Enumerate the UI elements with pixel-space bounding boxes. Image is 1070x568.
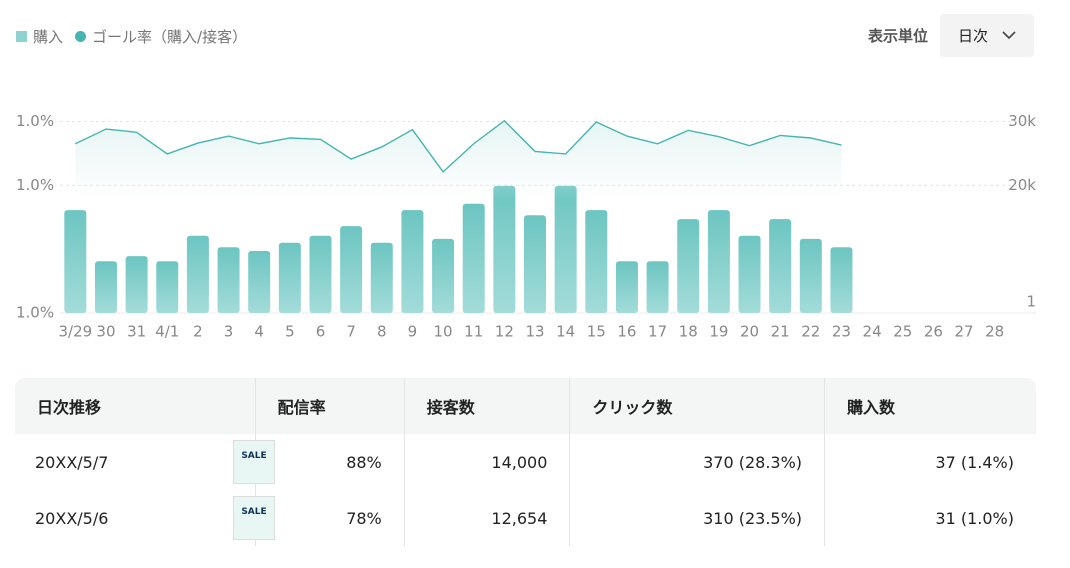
- bar: [769, 219, 792, 313]
- legend-swatch: [75, 31, 87, 42]
- bar: [248, 251, 271, 313]
- column-header: 日次推移: [15, 378, 256, 434]
- bar: [309, 235, 332, 313]
- bar: [646, 261, 669, 313]
- chevron: [1002, 31, 1016, 40]
- date-cell: 20XX/5/6 SALE: [15, 490, 275, 546]
- x-tick-label: 4/1: [155, 323, 179, 341]
- bar: [401, 210, 424, 313]
- bar: [677, 219, 700, 313]
- bar: [830, 247, 853, 313]
- table-row: 20XX/5/7 SALE 88% 14,000 370 (28.3%) 37 (1.4%…: [15, 434, 1036, 490]
- x-tick-label: 19: [709, 323, 728, 341]
- bar: [554, 185, 577, 313]
- x-tick-label: 20: [740, 323, 759, 341]
- bar: [278, 242, 301, 313]
- x-tick-label: 25: [893, 323, 912, 341]
- y2-tick-label: 1: [1026, 292, 1036, 310]
- line: [75, 119, 842, 173]
- bar: [738, 235, 761, 313]
- x-tick-label: 10: [434, 323, 453, 341]
- bar: [156, 261, 179, 313]
- y-tick-label: 1.0%: [16, 304, 54, 322]
- bar: [64, 210, 87, 313]
- column-header: 配信率: [254, 378, 405, 434]
- x-tick-label: 12: [495, 323, 514, 341]
- table-cell: 14,000: [403, 434, 570, 490]
- x-tick-label: 8: [377, 323, 387, 341]
- x-tick-label: 6: [316, 323, 326, 341]
- unit-label: 表示単位: [867, 27, 928, 45]
- legend: 購入 ゴール率（購入/接客）: [16, 26, 247, 47]
- x-tick-label: 27: [954, 323, 973, 341]
- unit-value: 日次: [957, 27, 988, 45]
- bar: [799, 238, 822, 313]
- x-tick-label: 31: [127, 323, 146, 341]
- bar: [370, 242, 393, 313]
- x-tick-label: 28: [985, 323, 1004, 341]
- bar: [707, 210, 730, 313]
- date: 20XX/5/6: [35, 508, 109, 528]
- thumbnail: SALE: [233, 496, 275, 540]
- x-tick-label: 7: [346, 323, 356, 341]
- table-row: 20XX/5/6 SALE 78% 12,654 310 (23.5%) 31 (1.0%…: [15, 490, 1036, 546]
- table-cell: 78%: [254, 490, 405, 546]
- x-tick-label: 14: [556, 323, 575, 341]
- column-header: 購入数: [824, 378, 1036, 434]
- x-tick-label: 17: [648, 323, 667, 341]
- x-tick-label: 3/29: [58, 323, 92, 341]
- x-tick-label: 9: [408, 323, 418, 341]
- table-cell: 370 (28.3%): [569, 434, 825, 490]
- bar: [432, 238, 455, 313]
- date: 20XX/5/7: [35, 452, 109, 472]
- legend-label: 購入: [33, 28, 64, 46]
- bar: [462, 203, 485, 313]
- x-tick-label: 26: [924, 323, 943, 341]
- x-tick-label: 18: [679, 323, 698, 341]
- table-cell: 12,654: [403, 490, 570, 546]
- line-area: [75, 120, 842, 200]
- x-tick-label: 11: [464, 323, 483, 341]
- x-tick-label: 15: [587, 323, 606, 341]
- y-tick-label: 1.0%: [16, 112, 54, 130]
- x-tick-label: 24: [863, 323, 882, 341]
- table-cell: 31 (1.0%): [824, 490, 1036, 546]
- x-tick-label: 2: [193, 323, 203, 341]
- table-cell: 37 (1.4%): [824, 434, 1036, 490]
- x-tick-label: 13: [525, 323, 544, 341]
- bar: [524, 215, 546, 313]
- bar: [615, 261, 638, 313]
- bar: [217, 247, 240, 313]
- x-tick-label: 16: [617, 323, 636, 341]
- unit-control: 表示単位 日次: [868, 14, 1034, 57]
- x-tick-label: 3: [224, 323, 234, 341]
- column-header: クリック数: [569, 378, 825, 434]
- x-tick-label: 23: [832, 323, 851, 341]
- x-tick-label: 21: [771, 323, 790, 341]
- bar: [94, 261, 117, 313]
- bar: [125, 256, 148, 313]
- bar: [340, 226, 363, 313]
- x-tick-label: 22: [801, 323, 820, 341]
- bar: [493, 185, 516, 313]
- table-cell: 88%: [254, 434, 405, 490]
- legend-swatch: [16, 31, 27, 42]
- date-cell: 20XX/5/7 SALE: [15, 434, 275, 490]
- thumbnail: SALE: [233, 440, 275, 484]
- legend-label: ゴール率（購入/接客）: [92, 28, 248, 46]
- x-tick-label: 5: [285, 323, 295, 341]
- bar: [585, 210, 608, 313]
- x-tick-label: 4: [254, 323, 264, 341]
- unit-dropdown[interactable]: 日次: [940, 14, 1034, 57]
- bar: [186, 235, 209, 313]
- y-tick-label: 1.0%: [16, 176, 54, 194]
- table-cell: 310 (23.5%): [569, 490, 825, 546]
- data-table: 日次推移 配信率 接客数 クリック数 購入数 20XX/5/7 SALE 88% 14,000 3…: [15, 378, 1036, 546]
- x-tick-label: 30: [96, 323, 115, 341]
- column-header: 接客数: [403, 378, 570, 434]
